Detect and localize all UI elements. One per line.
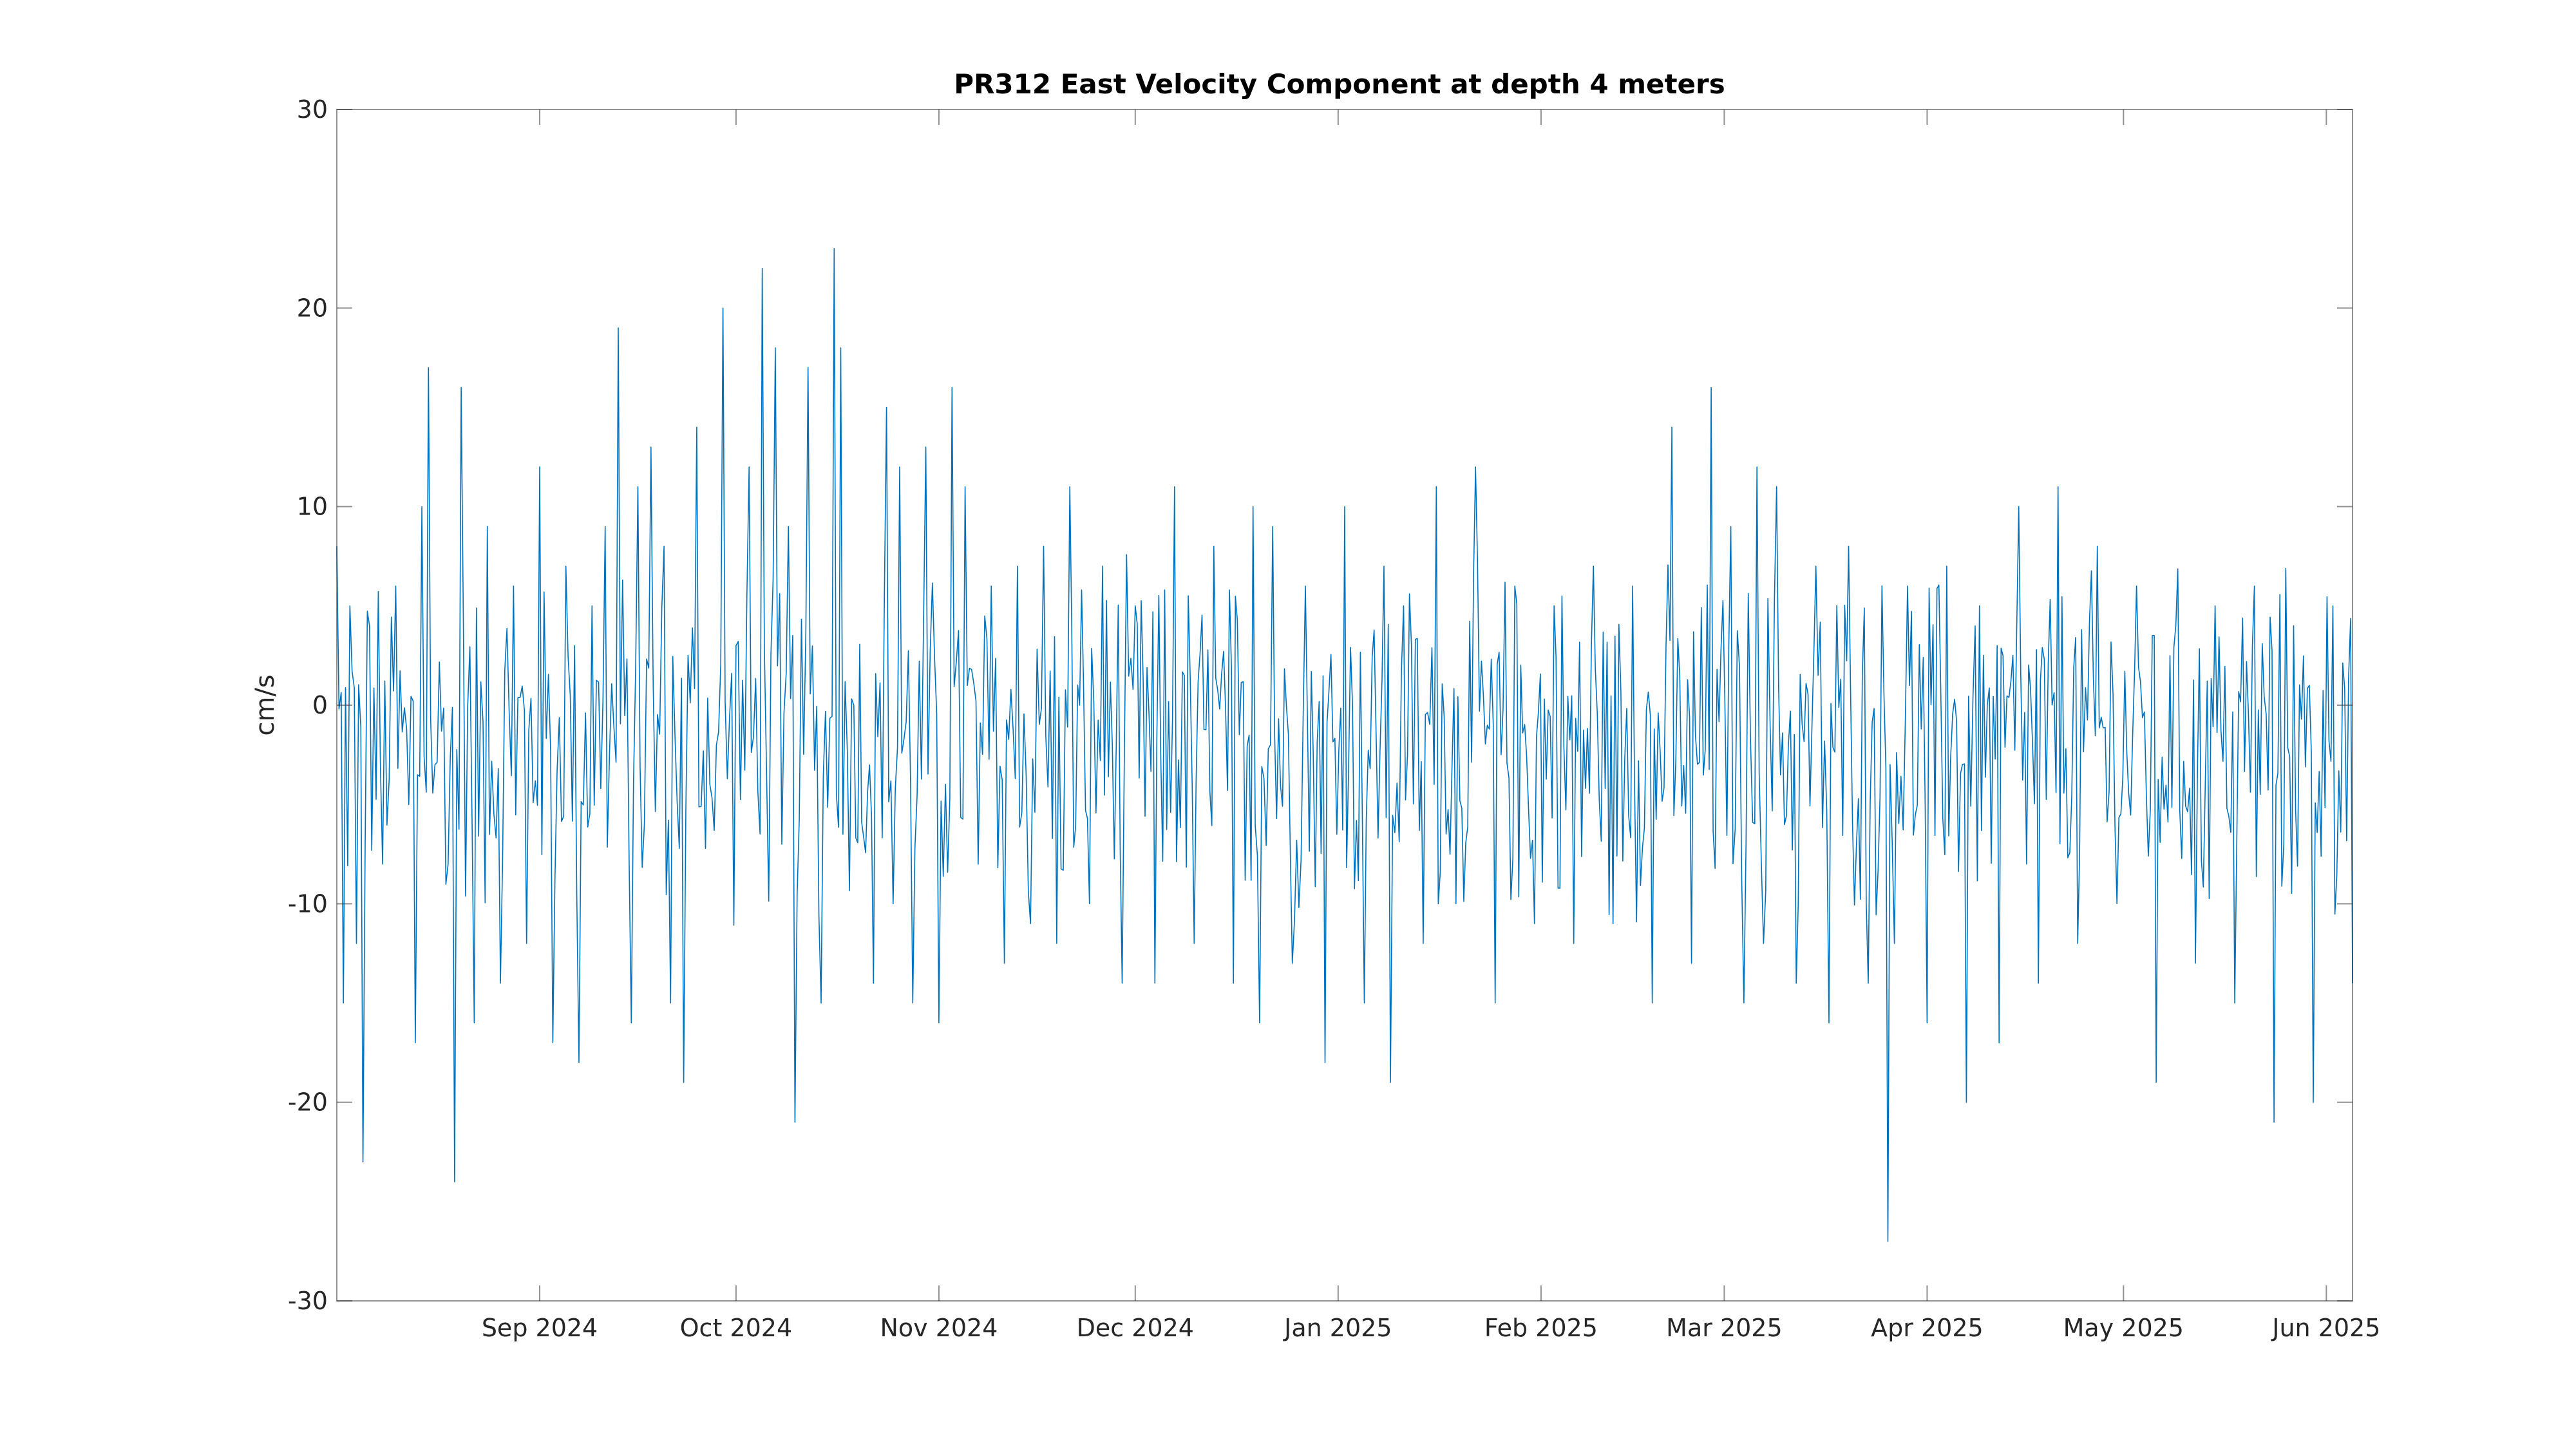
- y-tick-label: -20: [288, 1088, 328, 1117]
- x-tick-label: Jun 2025: [2271, 1314, 2380, 1342]
- y-tick-label: 30: [297, 95, 328, 124]
- y-tick-label: 20: [297, 294, 328, 322]
- x-tick-label: May 2025: [2063, 1314, 2184, 1342]
- x-tick-label: Sep 2024: [482, 1314, 598, 1342]
- x-tick-label: Nov 2024: [880, 1314, 998, 1342]
- x-tick-label: Oct 2024: [680, 1314, 793, 1342]
- x-tick-label: Mar 2025: [1666, 1314, 1782, 1342]
- series-layer: [336, 248, 2353, 1242]
- x-tick-label: Jan 2025: [1283, 1314, 1392, 1342]
- series-line: [336, 248, 2353, 1242]
- ticks-layer: -30 -20 -10 0 10 20 30 Sep 2024 Oct 2024 Nov 2024…: [288, 95, 2381, 1342]
- chart-title: PR312 East Velocity Component at depth 4…: [954, 68, 1725, 100]
- y-tick-label: -30: [288, 1287, 328, 1315]
- y-tick-label: -10: [288, 889, 328, 918]
- x-tick-label: Dec 2024: [1077, 1314, 1194, 1342]
- y-tick-label: 0: [312, 691, 328, 719]
- y-axis-label: cm/s: [251, 674, 280, 735]
- x-tick-label: Feb 2025: [1484, 1314, 1598, 1342]
- x-tick-label: Apr 2025: [1871, 1314, 1984, 1342]
- y-tick-label: 10: [297, 493, 328, 521]
- plot-frame: [336, 109, 2353, 1302]
